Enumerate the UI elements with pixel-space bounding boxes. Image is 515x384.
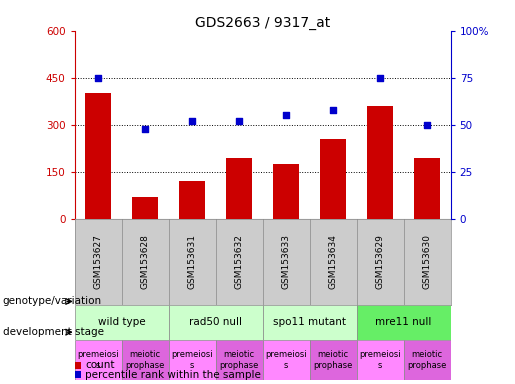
Text: percentile rank within the sample: percentile rank within the sample	[85, 370, 261, 380]
Bar	[179, 181, 205, 219]
Text: meiotic
prophase: meiotic prophase	[407, 350, 447, 370]
Text: GSM153629: GSM153629	[375, 235, 385, 289]
Point	[282, 112, 290, 118]
Bar	[168, 340, 216, 380]
Bar	[367, 106, 393, 219]
Point	[94, 74, 102, 81]
Text: GSM153631: GSM153631	[187, 234, 197, 290]
Text: meiotic
prophase: meiotic prophase	[219, 350, 259, 370]
Point	[423, 122, 431, 128]
Bar	[310, 340, 356, 380]
Text: GSM153628: GSM153628	[141, 235, 150, 289]
Bar	[273, 164, 299, 219]
Point	[329, 107, 337, 113]
Bar	[356, 305, 451, 340]
Text: premeiosi
s: premeiosi s	[265, 350, 307, 370]
Text: GSM153627: GSM153627	[94, 235, 102, 289]
Point	[235, 118, 243, 124]
Bar	[85, 93, 111, 219]
Text: development stage: development stage	[3, 327, 104, 337]
Bar	[226, 158, 252, 219]
Bar	[320, 139, 346, 219]
Text: wild type: wild type	[98, 317, 145, 328]
Text: premeiosi
s: premeiosi s	[171, 350, 213, 370]
Text: GSM153632: GSM153632	[235, 235, 244, 289]
Text: spo11 mutant: spo11 mutant	[273, 317, 346, 328]
Text: meiotic
prophase: meiotic prophase	[314, 350, 353, 370]
Text: genotype/variation: genotype/variation	[3, 296, 101, 306]
Text: mre11 null: mre11 null	[375, 317, 432, 328]
Text: rad50 null: rad50 null	[189, 317, 242, 328]
Bar	[263, 340, 310, 380]
Point	[376, 74, 384, 81]
Bar	[414, 158, 440, 219]
Point	[188, 118, 196, 124]
Text: meiotic
prophase: meiotic prophase	[126, 350, 165, 370]
Bar	[263, 305, 356, 340]
Bar	[404, 340, 451, 380]
Text: count: count	[85, 360, 114, 370]
Text: premeiosi
s: premeiosi s	[359, 350, 401, 370]
Text: GSM153633: GSM153633	[282, 234, 290, 290]
Text: GSM153634: GSM153634	[329, 235, 338, 289]
Bar	[216, 340, 263, 380]
Text: GSM153630: GSM153630	[423, 234, 432, 290]
Text: premeiosi
s: premeiosi s	[77, 350, 119, 370]
Title: GDS2663 / 9317_at: GDS2663 / 9317_at	[195, 16, 330, 30]
Bar	[75, 305, 168, 340]
Bar	[75, 340, 122, 380]
Bar	[168, 305, 263, 340]
Bar	[356, 340, 404, 380]
Bar	[122, 340, 168, 380]
Point	[141, 126, 149, 132]
Bar	[132, 197, 158, 219]
